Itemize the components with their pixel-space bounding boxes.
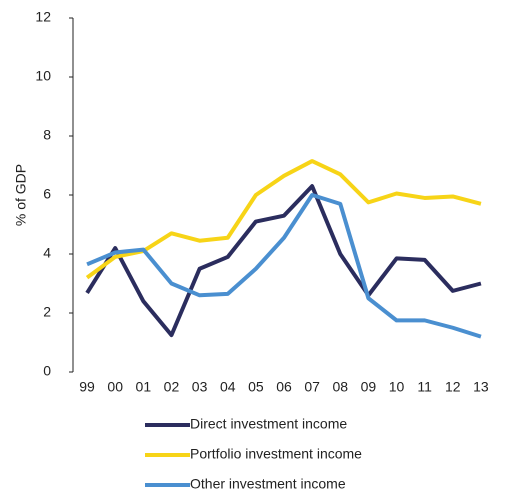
y-tick-label: 6 [43,186,51,202]
y-tick-label: 0 [43,363,51,379]
y-tick-label: 4 [43,245,51,261]
x-tick-label: 07 [304,379,320,395]
data-line [85,184,482,338]
y-tick-label: 2 [43,304,51,320]
legend-label: Other investment income [190,476,346,492]
x-tick-label: 04 [220,379,236,395]
legend-label: Portfolio investment income [190,446,362,462]
x-tick-label: 11 [417,379,432,395]
x-tick-label: 12 [445,379,461,395]
x-tick-label: 02 [164,379,180,395]
x-tick-label: 06 [276,379,292,395]
x-tick-label: 99 [79,379,95,395]
x-tick-label: 10 [389,379,405,395]
x-tick-label: 00 [107,379,123,395]
y-tick-label: 10 [35,68,51,84]
x-tick-label: 13 [473,379,489,395]
y-tick-label: 8 [43,127,51,143]
y-axis-label: % of GDP [13,164,29,226]
data-line [86,193,482,339]
x-tick-label: 05 [248,379,264,395]
x-tick-label: 01 [136,379,152,395]
x-tick-label: 08 [332,379,348,395]
x-tick-label: 09 [361,379,377,395]
y-tick-label: 12 [35,9,51,25]
data-line [85,159,482,280]
legend-label: Direct investment income [190,416,347,432]
x-tick-label: 03 [192,379,208,395]
